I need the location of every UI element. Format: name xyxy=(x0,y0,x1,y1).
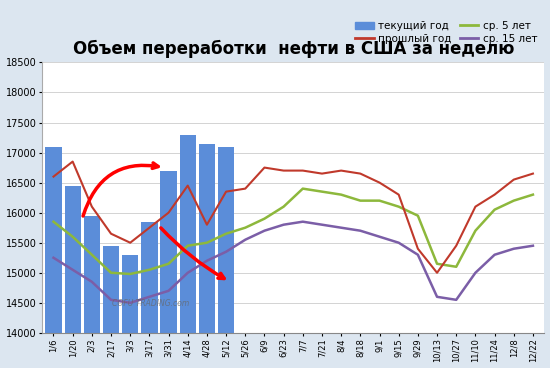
Bar xyxy=(218,146,234,333)
Bar xyxy=(141,222,157,333)
Legend: текущий год, прошлый год, ср. 5 лет, ср. 15 лет: текущий год, прошлый год, ср. 5 лет, ср.… xyxy=(353,19,539,46)
Title: Объем переработки  нефти в США за неделю: Объем переработки нефти в США за неделю xyxy=(73,40,514,58)
Bar xyxy=(199,144,215,333)
Bar xyxy=(180,135,196,333)
Bar xyxy=(84,216,100,333)
Bar xyxy=(103,246,119,333)
Text: COFU TRADING.com: COFU TRADING.com xyxy=(112,299,190,308)
Bar xyxy=(122,255,139,333)
Bar xyxy=(64,185,81,333)
Bar xyxy=(161,171,177,333)
Bar xyxy=(45,146,62,333)
